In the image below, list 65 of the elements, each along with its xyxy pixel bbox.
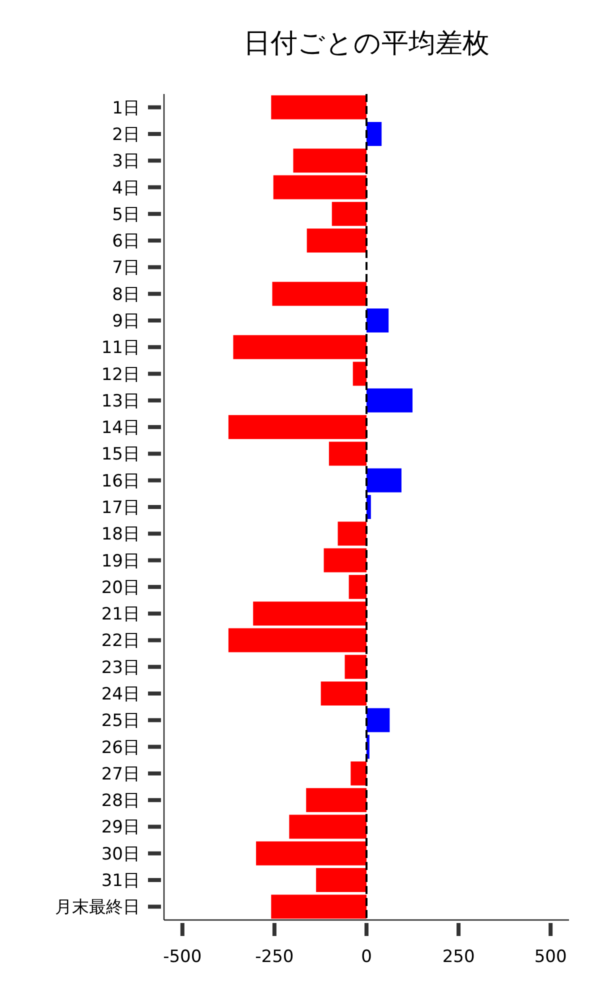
- y-tick-label: 6日: [112, 232, 140, 252]
- bar: [271, 894, 366, 919]
- y-tick-label: 5日: [112, 204, 140, 225]
- y-tick-label: 8日: [112, 284, 140, 305]
- y-tick-label: 23日: [101, 658, 140, 678]
- bar: [324, 548, 366, 572]
- y-tick-label: 14日: [101, 418, 140, 438]
- x-tick-label: 0: [361, 947, 372, 967]
- y-tick-label: 月末最終日: [55, 898, 140, 918]
- bar: [344, 654, 366, 679]
- bar: [228, 628, 366, 652]
- y-tick-label: 12日: [101, 364, 140, 385]
- y-tick-label: 2日: [112, 124, 140, 145]
- bar: [272, 282, 366, 306]
- bar: [306, 228, 366, 253]
- y-tick-label: 7日: [112, 258, 140, 278]
- y-tick-label: 28日: [101, 791, 140, 812]
- y-tick-label: 30日: [101, 844, 140, 864]
- y-tick-label: 26日: [101, 738, 140, 758]
- bar: [316, 868, 366, 892]
- chart-title: 日付ごとの平均差枚: [244, 28, 490, 59]
- bar: [253, 602, 366, 626]
- y-tick-label: 22日: [101, 631, 140, 652]
- y-tick-label: 24日: [101, 684, 140, 705]
- y-tick-label: 13日: [101, 391, 140, 412]
- bar: [366, 122, 382, 146]
- bar: [228, 415, 366, 440]
- bar: [289, 814, 366, 839]
- y-tick-label: 19日: [101, 551, 140, 572]
- y-tick-label: 31日: [101, 871, 140, 892]
- bar: [256, 841, 366, 866]
- y-tick-label: 21日: [101, 604, 140, 625]
- bar: [366, 708, 390, 732]
- y-tick-label: 11日: [101, 338, 140, 358]
- bar: [271, 95, 366, 120]
- y-tick-label: 29日: [101, 818, 140, 838]
- bar: [273, 175, 366, 200]
- y-tick-label: 17日: [101, 498, 140, 518]
- y-tick-label: 1日: [112, 98, 140, 118]
- y-tick-label: 20日: [101, 578, 140, 598]
- bar: [348, 574, 366, 599]
- bar: [366, 388, 413, 412]
- y-tick-label: 4日: [112, 178, 140, 198]
- bar: [332, 202, 366, 226]
- y-tick-label: 15日: [101, 444, 140, 465]
- bar: [338, 522, 366, 546]
- bar: [320, 682, 366, 706]
- bar: [233, 335, 366, 360]
- bar: [366, 468, 402, 492]
- bar: [306, 788, 366, 812]
- x-tick-label: -250: [255, 947, 294, 967]
- y-tick-label: 25日: [101, 711, 140, 732]
- x-tick-label: 500: [534, 947, 567, 967]
- bar: [350, 761, 366, 786]
- x-tick-label: -500: [163, 947, 202, 967]
- bar: [328, 442, 366, 466]
- x-tick-label: 250: [442, 947, 475, 967]
- y-tick-label: 16日: [101, 471, 140, 492]
- bar: [293, 148, 366, 173]
- y-tick-label: 9日: [112, 311, 140, 332]
- bar: [352, 362, 366, 386]
- y-tick-label: 27日: [101, 764, 140, 784]
- y-tick-label: 3日: [112, 152, 140, 172]
- y-tick-label: 18日: [101, 524, 140, 545]
- bar: [366, 308, 389, 332]
